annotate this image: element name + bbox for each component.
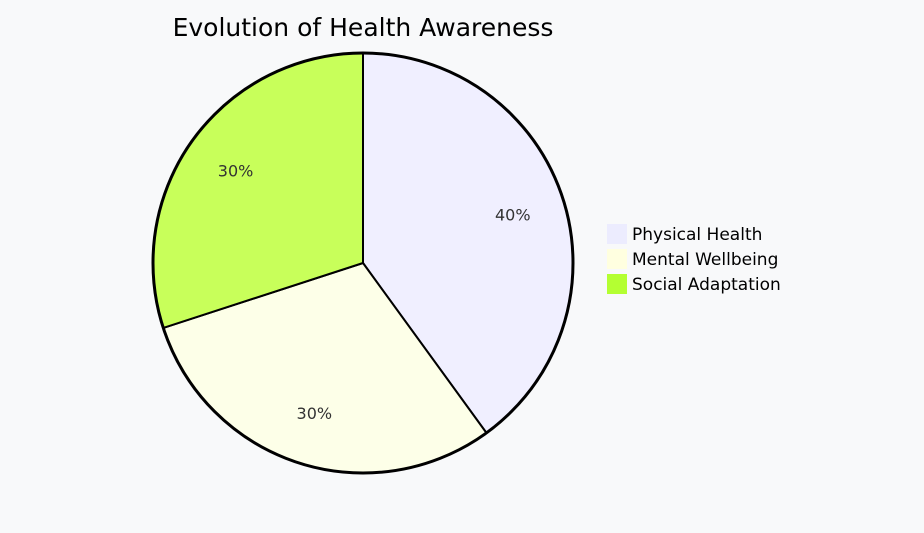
slice-labels: 40% 30% 30% (218, 161, 531, 422)
legend-label: Social Adaptation (632, 275, 781, 295)
pie-outline (151, 51, 575, 475)
legend-label: Physical Health (632, 225, 762, 245)
legend-swatch (607, 249, 627, 269)
slice-value-label: 30% (218, 161, 254, 180)
pie-slices (152, 51, 574, 475)
legend-label: Mental Wellbeing (632, 250, 778, 270)
legend-swatch (607, 274, 627, 294)
slice-value-label: 30% (297, 404, 333, 423)
legend-swatch (607, 224, 627, 244)
slice-value-label: 40% (495, 205, 531, 224)
legend: Physical Health Mental Wellbeing Social Ad… (607, 224, 781, 295)
chart-title: Evolution of Health Awareness (173, 13, 554, 42)
